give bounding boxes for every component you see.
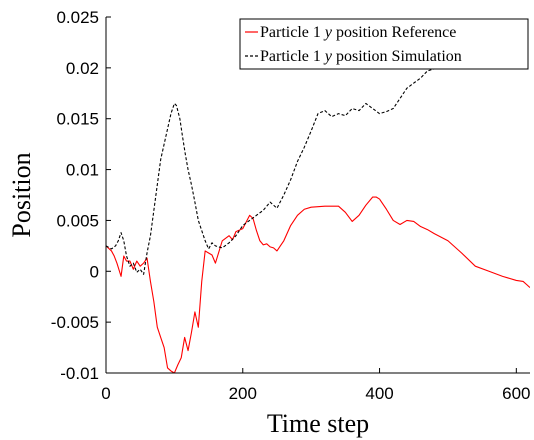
- plot-background: [106, 17, 530, 373]
- legend-box: [239, 18, 529, 70]
- y-tick-label: 0.015: [56, 110, 99, 129]
- x-tick-label: 200: [229, 384, 257, 403]
- y-tick-label: 0.02: [66, 59, 99, 78]
- legend-label-reference: Particle 1 y position Reference: [260, 24, 456, 41]
- series-simulation-line: [106, 65, 442, 275]
- x-tick-label: 600: [502, 384, 530, 403]
- y-tick-label: -0.01: [60, 364, 99, 383]
- x-tick-label: 400: [365, 384, 393, 403]
- legend: Particle 1 y position Reference Particle…: [239, 18, 529, 70]
- y-tick-label: -0.005: [51, 313, 99, 332]
- y-tick-label: 0: [90, 262, 99, 281]
- legend-label-simulation: Particle 1 y position Simulation: [260, 48, 462, 65]
- y-axis-title: Position: [7, 152, 36, 237]
- x-tick-label: 0: [101, 384, 110, 403]
- x-axis-title: Time step: [267, 409, 369, 438]
- y-tick-label: 0.01: [66, 161, 99, 180]
- y-tick-label: 0.025: [56, 8, 99, 27]
- y-tick-label: 0.005: [56, 211, 99, 230]
